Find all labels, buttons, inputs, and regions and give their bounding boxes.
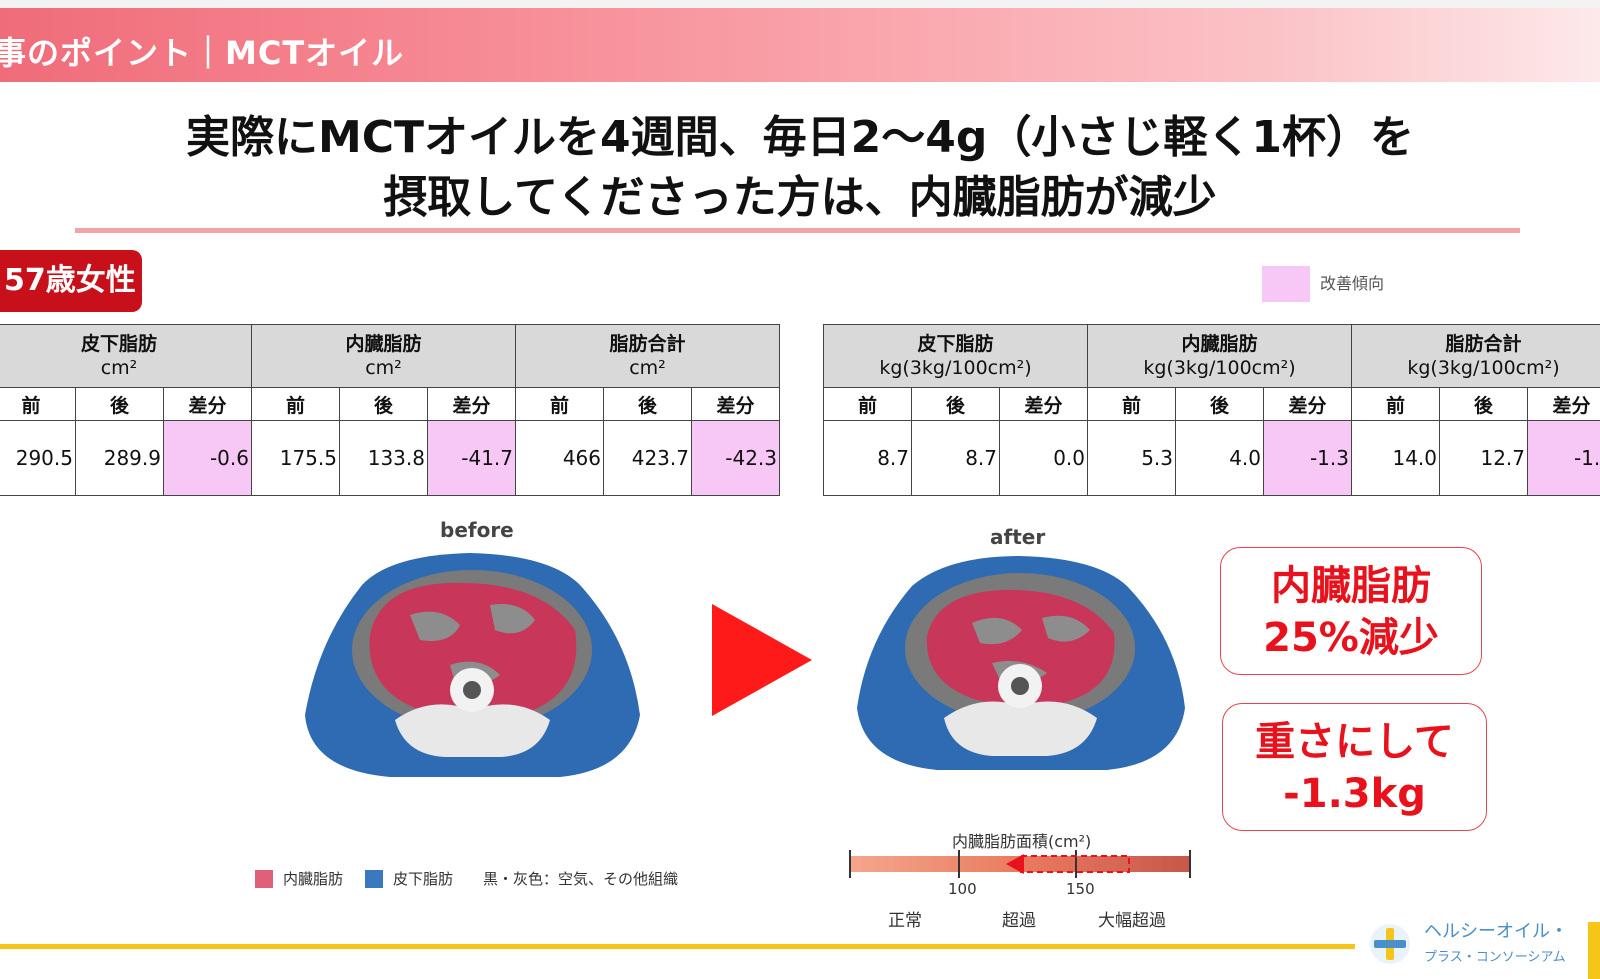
table-row: 8.7 8.7 0.0 5.3 4.0 -1.3 14.0 12.7 -1.3 bbox=[823, 420, 1600, 496]
table-cell: 8.7 bbox=[823, 420, 912, 496]
top-strip bbox=[0, 0, 1600, 8]
table-cell-diff: -1.3 bbox=[1263, 420, 1352, 496]
area-sub-after: 後 bbox=[603, 387, 692, 421]
area-sub-diff: 差分 bbox=[427, 387, 516, 421]
callout-1-line-2: 25%減少 bbox=[1263, 615, 1439, 661]
area-sub-before: 前 bbox=[0, 387, 76, 421]
table-cell-diff: -0.6 bbox=[163, 420, 252, 496]
weight-sub-diff: 差分 bbox=[1527, 387, 1600, 421]
visceral-area-scale bbox=[849, 850, 1191, 878]
slide-headline: 実際にMCTオイルを4週間、毎日2～4g（小さじ軽く1杯）を 摂取してくださった… bbox=[0, 108, 1600, 228]
headline-line-2: 摂取してくださった方は、内臓脂肪が減少 bbox=[383, 172, 1217, 223]
area-sub-after: 後 bbox=[75, 387, 164, 421]
scale-zone-over: 超過 bbox=[1002, 911, 1036, 931]
header-title: 事のポイント｜MCTオイル bbox=[0, 34, 405, 72]
callout-1-line-1: 内臓脂肪 bbox=[1271, 563, 1431, 609]
before-after-arrow-icon bbox=[712, 604, 812, 716]
table-cell-diff: -1.3 bbox=[1527, 420, 1600, 496]
table-cell: 133.8 bbox=[339, 420, 428, 496]
table-cell: 12.7 bbox=[1439, 420, 1528, 496]
consortium-logo-icon bbox=[1370, 924, 1410, 964]
table-cell: 423.7 bbox=[603, 420, 692, 496]
area-group-visceral: 内臓脂肪 cm² bbox=[251, 324, 516, 388]
ct-before-image bbox=[305, 553, 640, 777]
headline-underline bbox=[75, 228, 1520, 233]
legend-label: 改善傾向 bbox=[1320, 274, 1385, 293]
scale-arrow-icon bbox=[1006, 854, 1024, 874]
weight-sub-before: 前 bbox=[823, 387, 912, 421]
weight-sub-diff: 差分 bbox=[999, 387, 1088, 421]
legend-subcutaneous-swatch bbox=[365, 869, 384, 888]
table-cell: 4.0 bbox=[1175, 420, 1264, 496]
logo-line-1: ヘルシーオイル・ bbox=[1424, 921, 1568, 942]
ct-before-label: before bbox=[440, 518, 514, 542]
area-table: 皮下脂肪 cm² 内臓脂肪 cm² 脂肪合計 cm² 前 後 差分 前 後 差分 前 … bbox=[0, 324, 780, 496]
table-cell: 5.3 bbox=[1087, 420, 1176, 496]
area-sub-diff: 差分 bbox=[691, 387, 780, 421]
legend-subcutaneous-label: 皮下脂肪 bbox=[393, 870, 454, 888]
weight-group-total: 脂肪合計 kg(3kg/100cm²) bbox=[1351, 324, 1600, 388]
slide-header: 事のポイント｜MCTオイル bbox=[0, 8, 1600, 82]
table-cell: 466 bbox=[515, 420, 604, 496]
table-cell: 290.5 bbox=[0, 420, 76, 496]
table-row: 290.5 289.9 -0.6 175.5 133.8 -41.7 466 4… bbox=[0, 420, 780, 496]
corner-accent bbox=[1588, 922, 1600, 979]
logo-line-2: プラス・コンソーシアム bbox=[1424, 950, 1566, 965]
footer-rule bbox=[0, 944, 1355, 949]
table-cell: 0.0 bbox=[999, 420, 1088, 496]
scale-zone-normal: 正常 bbox=[888, 911, 922, 931]
weight-sub-before: 前 bbox=[1087, 387, 1176, 421]
scale-title: 内臓脂肪面積(cm²) bbox=[952, 832, 1092, 851]
scale-tick-100: 100 bbox=[948, 880, 977, 898]
legend-visceral-label: 内臓脂肪 bbox=[283, 870, 344, 888]
ct-legend: 内臓脂肪 皮下脂肪 黒・灰色：空気、その他組織 bbox=[255, 868, 678, 889]
weight-table: 皮下脂肪 kg(3kg/100cm²) 内臓脂肪 kg(3kg/100cm²) 脂肪… bbox=[823, 324, 1600, 496]
headline-line-1: 実際にMCTオイルを4週間、毎日2～4g（小さじ軽く1杯）を bbox=[185, 112, 1415, 163]
callout-2-line-1: 重さにして bbox=[1255, 719, 1454, 765]
legend-other-label: 黒・灰色：空気、その他組織 bbox=[483, 870, 679, 888]
table-cell: 8.7 bbox=[911, 420, 1000, 496]
weight-sub-after: 後 bbox=[1439, 387, 1528, 421]
area-group-subcutaneous: 皮下脂肪 cm² bbox=[0, 324, 252, 388]
ct-after-label: after bbox=[990, 525, 1046, 549]
area-sub-after: 後 bbox=[339, 387, 428, 421]
callout-visceral-reduction: 内臓脂肪 25%減少 bbox=[1220, 547, 1482, 675]
weight-sub-after: 後 bbox=[911, 387, 1000, 421]
area-sub-diff: 差分 bbox=[163, 387, 252, 421]
area-sub-before: 前 bbox=[515, 387, 604, 421]
weight-group-visceral: 内臓脂肪 kg(3kg/100cm²) bbox=[1087, 324, 1352, 388]
scale-zone-far-over: 大幅超過 bbox=[1098, 911, 1166, 931]
scale-tick-150: 150 bbox=[1066, 880, 1095, 898]
table-cell: 14.0 bbox=[1351, 420, 1440, 496]
weight-sub-before: 前 bbox=[1351, 387, 1440, 421]
callout-weight-reduction: 重さにして -1.3kg bbox=[1222, 703, 1487, 831]
area-group-total: 脂肪合計 cm² bbox=[515, 324, 780, 388]
table-cell-diff: -42.3 bbox=[691, 420, 780, 496]
weight-group-subcutaneous: 皮下脂肪 kg(3kg/100cm²) bbox=[823, 324, 1088, 388]
legend-swatch bbox=[1262, 266, 1310, 302]
legend-visceral-swatch bbox=[255, 869, 273, 888]
table-cell-diff: -41.7 bbox=[427, 420, 516, 496]
weight-sub-after: 後 bbox=[1175, 387, 1264, 421]
table-cell: 289.9 bbox=[75, 420, 164, 496]
area-sub-before: 前 bbox=[251, 387, 340, 421]
ct-after-image bbox=[857, 556, 1185, 770]
callout-2-line-2: -1.3kg bbox=[1283, 771, 1426, 817]
subject-badge: 57歳女性 bbox=[0, 250, 142, 312]
weight-sub-diff: 差分 bbox=[1263, 387, 1352, 421]
table-cell: 175.5 bbox=[251, 420, 340, 496]
